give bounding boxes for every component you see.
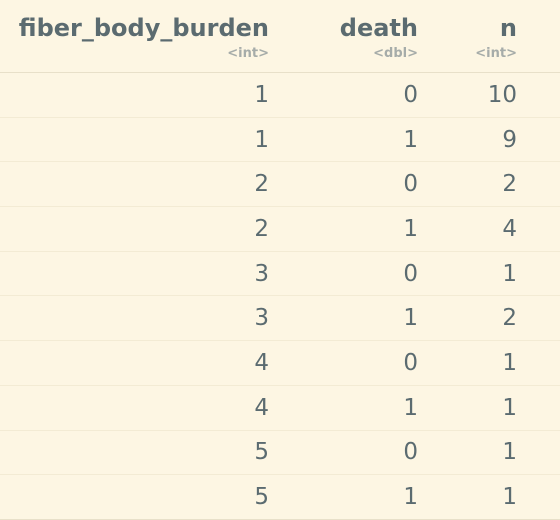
cell-n: 1 [426,430,560,475]
cell-death: 0 [278,341,426,386]
column-type: <int> [475,46,517,62]
column-name: fiber_body_burden [19,14,269,42]
cell-n: 10 [426,73,560,118]
cell-death: 0 [278,251,426,296]
cell-death: 1 [278,117,426,162]
column-header-death[interactable]: death <dbl> [278,0,426,73]
table-row: 4 0 1 [0,341,560,386]
table-row: 2 1 4 [0,207,560,252]
cell-fiber-body-burden: 1 [0,73,278,118]
table-row: 4 1 1 [0,385,560,430]
table-row: 2 0 2 [0,162,560,207]
cell-n: 1 [426,385,560,430]
header-row: fiber_body_burden <int> death <dbl> n <i… [0,0,560,73]
cell-death: 1 [278,385,426,430]
cell-fiber-body-burden: 4 [0,385,278,430]
cell-n: 1 [426,341,560,386]
cell-death: 0 [278,73,426,118]
cell-fiber-body-burden: 5 [0,430,278,475]
cell-death: 0 [278,162,426,207]
cell-death: 1 [278,475,426,520]
cell-death: 0 [278,430,426,475]
column-header-fiber-body-burden[interactable]: fiber_body_burden <int> [0,0,278,73]
table-row: 1 1 9 [0,117,560,162]
table-row: 3 0 1 [0,251,560,296]
cell-n: 1 [426,251,560,296]
table-row: 5 1 1 [0,475,560,520]
cell-fiber-body-burden: 5 [0,475,278,520]
cell-fiber-body-burden: 3 [0,251,278,296]
table-row: 5 0 1 [0,430,560,475]
column-header-n[interactable]: n <int> [426,0,560,73]
table-body: 1 0 10 1 1 9 2 0 2 2 1 4 3 0 1 [0,73,560,520]
column-name: n [500,14,517,42]
cell-n: 2 [426,162,560,207]
column-name: death [340,14,418,42]
cell-n: 4 [426,207,560,252]
column-type: <int> [227,46,269,62]
table-row: 3 1 2 [0,296,560,341]
cell-death: 1 [278,296,426,341]
cell-n: 9 [426,117,560,162]
column-type: <dbl> [373,46,418,62]
cell-fiber-body-burden: 3 [0,296,278,341]
cell-n: 1 [426,475,560,520]
cell-fiber-body-burden: 2 [0,207,278,252]
table-row: 1 0 10 [0,73,560,118]
cell-fiber-body-burden: 4 [0,341,278,386]
cell-n: 2 [426,296,560,341]
cell-death: 1 [278,207,426,252]
cell-fiber-body-burden: 1 [0,117,278,162]
table-header: fiber_body_burden <int> death <dbl> n <i… [0,0,560,73]
cell-fiber-body-burden: 2 [0,162,278,207]
